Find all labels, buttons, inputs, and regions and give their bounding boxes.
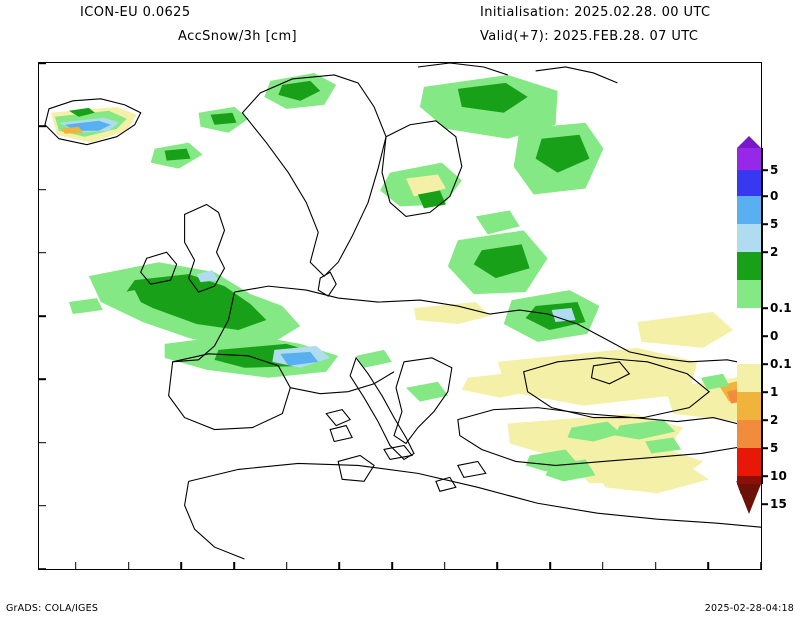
colorbar-tick-mark-2 bbox=[761, 223, 768, 225]
model-title: ICON-EU 0.0625 bbox=[80, 5, 191, 20]
map-plot-area: 70N 65N 60N 55N 50N 45N 40N 35N 30N 20W … bbox=[38, 62, 762, 570]
colorbar-segment-5 bbox=[737, 280, 761, 308]
colorbar-tick-label-5: 0 bbox=[770, 329, 779, 343]
colorbar-tick-label-1: 0 bbox=[770, 189, 779, 203]
colorbar-axis-line bbox=[761, 148, 763, 484]
colorbar-extend-high-arrow bbox=[737, 136, 761, 148]
colorbar-tick-label-7: 1 bbox=[770, 385, 779, 399]
ytick-mark-30n bbox=[39, 568, 46, 569]
shading-finland bbox=[380, 162, 462, 209]
colorbar-tick-label-8: 2 bbox=[770, 413, 779, 427]
colorbar-tick-mark-6 bbox=[761, 363, 768, 365]
map-canvas bbox=[44, 63, 761, 560]
grads-credit: GrADS: COLA/IGES bbox=[6, 603, 99, 614]
xtick-mark-5e bbox=[338, 562, 341, 569]
xtick-mark-0 bbox=[285, 562, 288, 569]
colorbar-segment-7 bbox=[737, 336, 761, 364]
shading-carpathians bbox=[503, 290, 600, 342]
ytick-mark-55n bbox=[39, 251, 46, 254]
colorbar-tick-label-2: 5 bbox=[770, 217, 779, 231]
colorbar-tick-label-11: 15 bbox=[770, 497, 788, 511]
colorbar-segment-12 bbox=[737, 476, 761, 484]
colorbar-tick-label-0: 5 bbox=[770, 163, 779, 177]
shading-iceland bbox=[50, 106, 137, 143]
colorbar-tick-label-6: 0.1 bbox=[770, 357, 792, 371]
xtick-mark-20w bbox=[75, 562, 77, 569]
shading-scandinavia bbox=[150, 72, 337, 169]
colorbar-segment-6 bbox=[737, 308, 761, 336]
colorbar-tick-mark-4 bbox=[761, 307, 768, 309]
xtick-mark-5w bbox=[233, 562, 235, 569]
colorbar-tick-label-9: 5 bbox=[770, 441, 779, 455]
ytick-mark-40n bbox=[39, 441, 46, 444]
colorbar-segment-9 bbox=[737, 392, 761, 420]
ytick-mark-35n bbox=[39, 504, 46, 507]
xtick-mark-10e bbox=[391, 562, 393, 569]
xtick-mark-15w bbox=[127, 562, 130, 569]
xtick-mark-15e bbox=[443, 562, 446, 569]
colorbar-extend-low-arrow bbox=[737, 484, 761, 514]
colorbar-tick-label-3: 2 bbox=[770, 245, 779, 259]
shading-baltic-lobe bbox=[447, 210, 548, 295]
colorbar-segment-11 bbox=[737, 448, 761, 476]
colorbar-tick-mark-8 bbox=[761, 419, 768, 421]
colorbar-segment-1 bbox=[737, 170, 761, 196]
xtick-mark-35e bbox=[654, 562, 657, 569]
xtick-mark-30e bbox=[602, 562, 604, 569]
xtick-mark-10w bbox=[180, 562, 183, 569]
xtick-mark-45e bbox=[760, 562, 761, 569]
colorbar-segment-4 bbox=[737, 252, 761, 280]
colorbar-segment-10 bbox=[737, 420, 761, 448]
colorbar-tick-mark-3 bbox=[761, 251, 768, 253]
colorbar-tick-mark-5 bbox=[761, 335, 768, 337]
shading-balkans bbox=[356, 349, 448, 402]
ytick-mark-60n bbox=[39, 188, 46, 191]
colorbar-tick-mark-1 bbox=[761, 195, 768, 197]
ytick-mark-45n bbox=[39, 378, 46, 381]
colorbar: 5 0 5 2 0.1 0 0.1 1 2 5 10 15 bbox=[737, 136, 792, 514]
ytick-mark-70n bbox=[39, 63, 46, 64]
ytick-mark-65n bbox=[39, 125, 46, 128]
precip-shading-layer bbox=[50, 72, 761, 494]
shading-anatolia bbox=[525, 419, 682, 482]
xtick-mark-20e bbox=[496, 562, 499, 569]
xtick-mark-25e bbox=[549, 562, 551, 569]
colorbar-tick-label-10: 10 bbox=[770, 469, 788, 483]
colorbar-segment-8 bbox=[737, 364, 761, 392]
colorbar-segment-3 bbox=[737, 224, 761, 252]
colorbar-tick-mark-10 bbox=[761, 475, 768, 477]
ytick-mark-50n bbox=[39, 315, 46, 317]
shading-alps bbox=[68, 262, 339, 378]
colorbar-tick-label-4: 0.1 bbox=[770, 301, 792, 315]
colorbar-segment-2 bbox=[737, 196, 761, 224]
colorbar-tick-mark-7 bbox=[761, 391, 768, 393]
xtick-mark-40e bbox=[707, 562, 710, 569]
shading-nw-russia bbox=[419, 74, 604, 195]
initialisation-time: Initialisation: 2025.02.28. 00 UTC bbox=[480, 5, 711, 20]
valid-time: Valid(+7): 2025.FEB.28. 07 UTC bbox=[480, 29, 699, 44]
colorbar-segment-0 bbox=[737, 148, 761, 170]
colorbar-tick-mark-9 bbox=[761, 447, 768, 449]
generation-stamp: 2025-02-28-04:18 bbox=[704, 603, 794, 614]
colorbar-tick-mark-0 bbox=[761, 169, 768, 171]
field-title: AccSnow/3h [cm] bbox=[178, 29, 298, 44]
colorbar-tick-mark-11 bbox=[761, 503, 768, 505]
